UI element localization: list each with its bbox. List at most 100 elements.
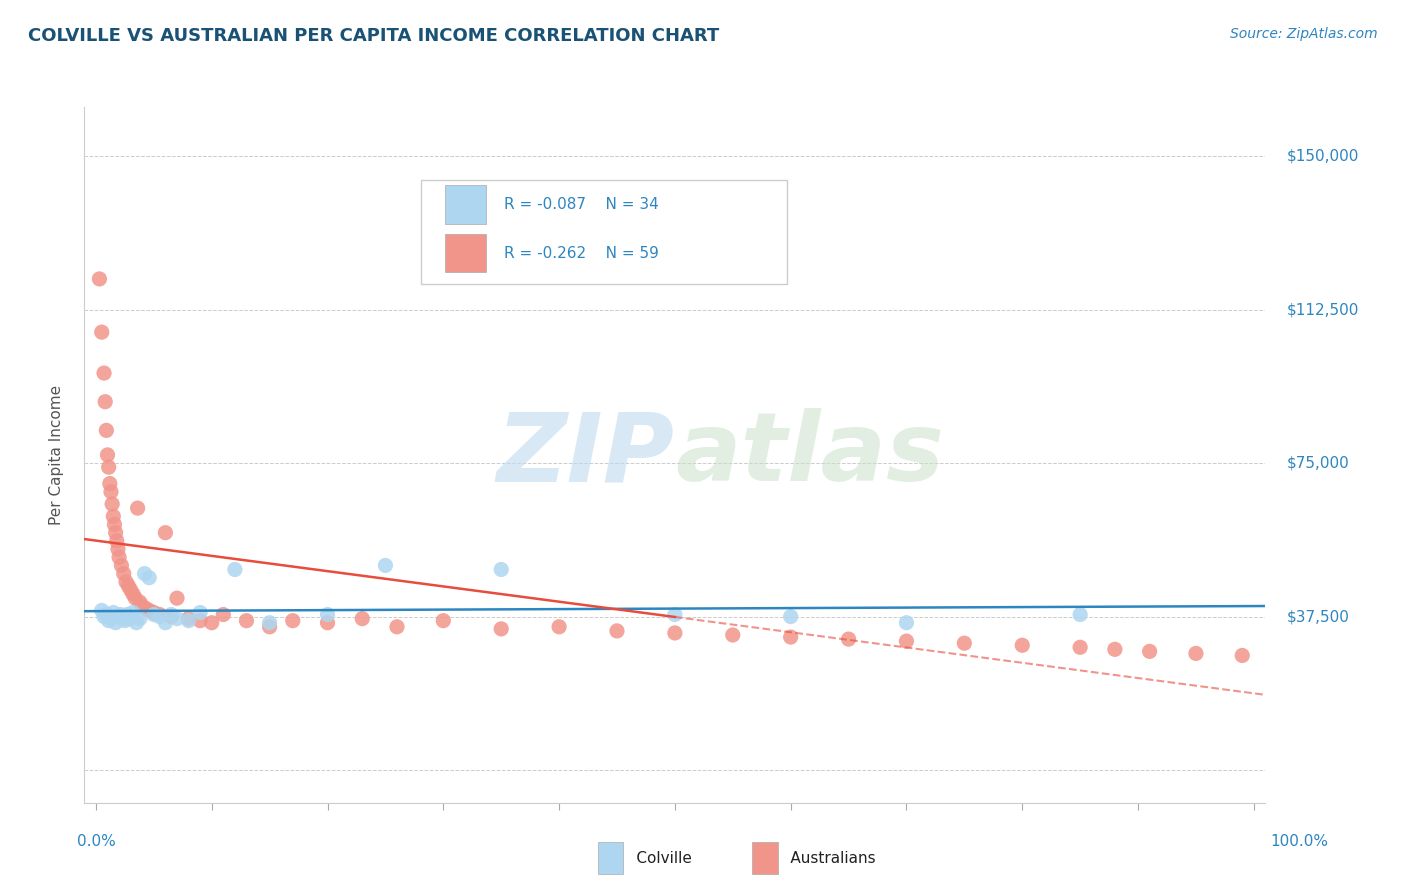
Text: COLVILLE VS AUSTRALIAN PER CAPITA INCOME CORRELATION CHART: COLVILLE VS AUSTRALIAN PER CAPITA INCOME… <box>28 27 720 45</box>
Point <box>1104 642 1126 657</box>
Point <box>98 476 121 491</box>
Point <box>664 626 686 640</box>
Point <box>316 615 339 630</box>
Point <box>374 558 396 573</box>
Point <box>103 517 125 532</box>
Point <box>896 634 918 648</box>
Point <box>166 612 188 626</box>
Text: R = -0.087    N = 34: R = -0.087 N = 34 <box>503 197 658 212</box>
Point <box>90 325 112 339</box>
Point <box>779 609 801 624</box>
Point <box>108 550 131 565</box>
Point <box>129 595 152 609</box>
Point <box>432 614 454 628</box>
Point <box>235 614 257 628</box>
Point <box>838 632 860 646</box>
Point <box>138 603 160 617</box>
Point <box>166 591 188 606</box>
Point <box>105 533 128 548</box>
FancyBboxPatch shape <box>420 180 787 285</box>
Point <box>201 615 224 630</box>
Point <box>124 591 146 606</box>
Point <box>122 606 145 620</box>
Point <box>149 607 172 622</box>
Point <box>134 566 156 581</box>
Point <box>1139 644 1161 658</box>
Point <box>103 606 125 620</box>
Point <box>149 609 172 624</box>
Point <box>96 423 118 437</box>
Point <box>160 607 183 622</box>
Point <box>94 394 117 409</box>
Point <box>896 615 918 630</box>
Text: atlas: atlas <box>675 409 943 501</box>
Point <box>131 599 153 614</box>
Point <box>606 624 628 638</box>
Point <box>115 574 138 589</box>
Point <box>259 620 281 634</box>
Point <box>96 607 118 622</box>
Point <box>129 612 152 626</box>
Text: $75,000: $75,000 <box>1286 456 1350 471</box>
Point <box>107 609 129 624</box>
Point <box>110 607 132 622</box>
Y-axis label: Per Capita Income: Per Capita Income <box>49 384 63 525</box>
Point <box>100 484 122 499</box>
Point <box>118 612 141 626</box>
Text: $150,000: $150,000 <box>1286 149 1358 163</box>
Point <box>111 612 134 626</box>
Point <box>96 448 118 462</box>
Text: Australians: Australians <box>766 851 876 865</box>
Point <box>89 272 111 286</box>
Point <box>103 509 125 524</box>
Point <box>115 607 138 622</box>
Point <box>721 628 744 642</box>
Point <box>97 614 120 628</box>
Point <box>548 620 571 634</box>
Point <box>212 607 235 622</box>
Point <box>177 612 200 626</box>
Text: Source: ZipAtlas.com: Source: ZipAtlas.com <box>1230 27 1378 41</box>
Point <box>93 366 115 380</box>
Point <box>107 542 129 557</box>
Point <box>188 614 211 628</box>
Point <box>104 615 127 630</box>
Text: $37,500: $37,500 <box>1286 609 1350 624</box>
Text: 0.0%: 0.0% <box>77 834 117 849</box>
Point <box>489 562 512 576</box>
Text: R = -0.262    N = 59: R = -0.262 N = 59 <box>503 245 658 260</box>
Point <box>90 603 112 617</box>
Point <box>1232 648 1254 663</box>
Point <box>664 607 686 622</box>
Point <box>160 609 183 624</box>
Bar <box>444 234 486 272</box>
Point <box>117 579 139 593</box>
Point <box>142 607 165 622</box>
Point <box>281 614 304 628</box>
Point <box>104 525 127 540</box>
Point <box>100 612 122 626</box>
Point <box>779 630 801 644</box>
Bar <box>444 186 486 224</box>
Point <box>385 620 408 634</box>
Point <box>224 562 246 576</box>
Text: 100.0%: 100.0% <box>1271 834 1329 849</box>
Point <box>953 636 976 650</box>
Point <box>177 614 200 628</box>
Point <box>316 607 339 622</box>
Point <box>120 582 142 597</box>
Point <box>1069 640 1091 655</box>
Text: Colville: Colville <box>612 851 692 865</box>
Point <box>352 612 374 626</box>
Point <box>97 460 120 475</box>
Point <box>155 615 177 630</box>
Point <box>110 558 132 573</box>
Point <box>138 571 160 585</box>
Text: $112,500: $112,500 <box>1286 302 1358 318</box>
Point <box>101 497 124 511</box>
Point <box>112 566 135 581</box>
Point <box>155 525 177 540</box>
Point <box>1011 638 1033 652</box>
Point <box>127 501 149 516</box>
Point <box>489 622 512 636</box>
